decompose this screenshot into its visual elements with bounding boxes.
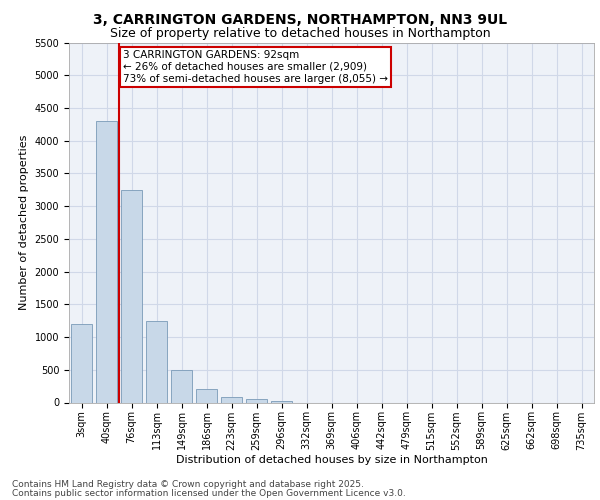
Bar — [196, 390, 217, 402]
Text: 3 CARRINGTON GARDENS: 92sqm
← 26% of detached houses are smaller (2,909)
73% of : 3 CARRINGTON GARDENS: 92sqm ← 26% of det… — [123, 50, 388, 84]
Text: Contains HM Land Registry data © Crown copyright and database right 2025.: Contains HM Land Registry data © Crown c… — [12, 480, 364, 489]
Text: 3, CARRINGTON GARDENS, NORTHAMPTON, NN3 9UL: 3, CARRINGTON GARDENS, NORTHAMPTON, NN3 … — [93, 12, 507, 26]
Bar — [146, 320, 167, 402]
Text: Size of property relative to detached houses in Northampton: Size of property relative to detached ho… — [110, 28, 490, 40]
Bar — [271, 400, 292, 402]
Text: Contains public sector information licensed under the Open Government Licence v3: Contains public sector information licen… — [12, 490, 406, 498]
Y-axis label: Number of detached properties: Number of detached properties — [19, 135, 29, 310]
Bar — [71, 324, 92, 402]
X-axis label: Distribution of detached houses by size in Northampton: Distribution of detached houses by size … — [176, 455, 487, 465]
Bar — [96, 121, 117, 402]
Bar — [246, 399, 267, 402]
Bar — [121, 190, 142, 402]
Bar — [171, 370, 192, 402]
Bar — [221, 398, 242, 402]
